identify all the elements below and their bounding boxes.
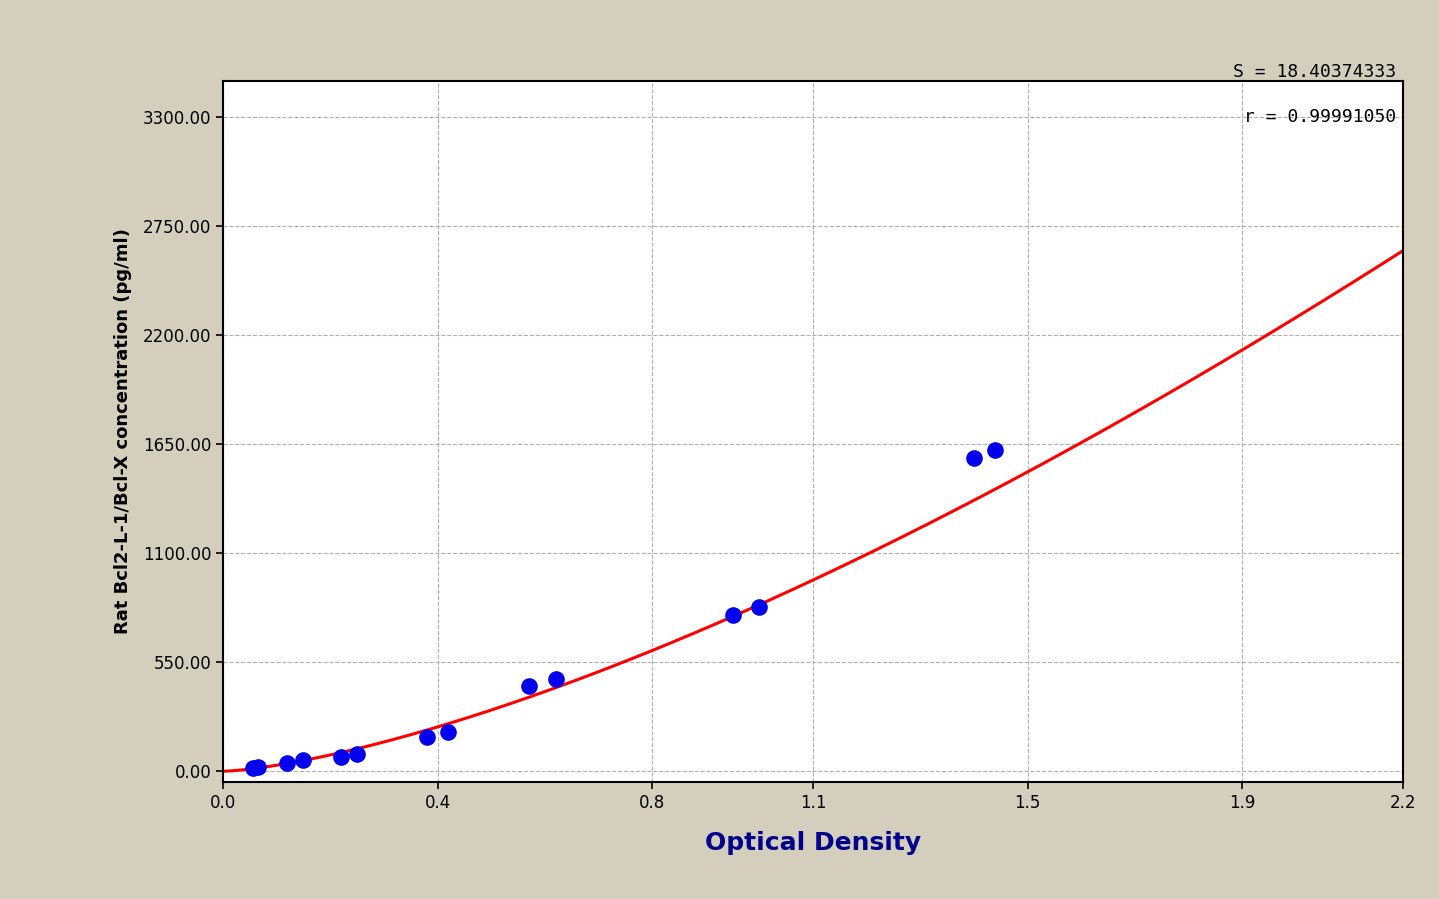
Point [963, 450, 986, 465]
Point [330, 750, 353, 764]
Point [984, 442, 1007, 457]
Point [544, 672, 567, 686]
X-axis label: Optical Density: Optical Density [705, 832, 921, 855]
Text: r = 0.99991050: r = 0.99991050 [1243, 108, 1396, 126]
Point [416, 729, 439, 743]
Point [276, 756, 299, 770]
Point [517, 679, 540, 693]
Point [721, 608, 744, 622]
Point [437, 725, 460, 739]
Point [345, 747, 368, 761]
Point [748, 600, 771, 614]
Point [292, 753, 315, 768]
Point [240, 761, 265, 776]
Text: S = 18.40374333: S = 18.40374333 [1233, 63, 1396, 81]
Point [246, 760, 269, 774]
Y-axis label: Rat Bcl2-L-1/Bcl-X concentration (pg/ml): Rat Bcl2-L-1/Bcl-X concentration (pg/ml) [114, 228, 131, 635]
